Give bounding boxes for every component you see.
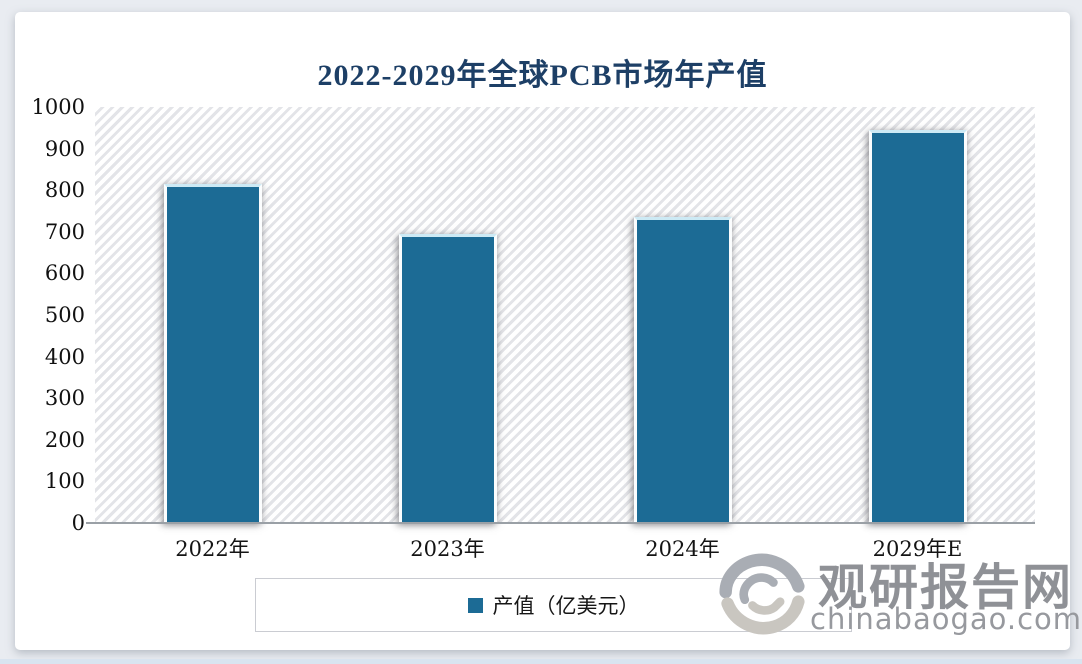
- y-tick-label: 0: [71, 511, 85, 535]
- y-tick-label: 800: [44, 178, 85, 203]
- y-tick-label: 900: [44, 136, 85, 161]
- y-axis-origin-tick: [86, 522, 95, 524]
- y-tick-label: 500: [44, 303, 85, 327]
- x-tick-label: 2023年: [410, 537, 485, 561]
- y-tick-label: 400: [44, 344, 85, 369]
- x-axis-line: [95, 522, 1035, 524]
- bar-2022年: [163, 183, 262, 523]
- y-tick-label: 200: [44, 427, 85, 452]
- bar-2029年E: [868, 129, 967, 523]
- y-tick-label: 600: [44, 261, 85, 286]
- legend-label: 产值（亿美元）: [492, 594, 640, 618]
- y-tick-label: 1000: [31, 95, 85, 119]
- bar-2024年: [633, 217, 732, 523]
- x-axis-labels: 2022年 2023年 2024年 2029年E: [95, 534, 1035, 564]
- y-axis: 0 100 200 300 400 500 600 700 800 900 1000: [15, 95, 85, 535]
- chart-title: 2022-2029年全球PCB市场年产值: [317, 59, 768, 92]
- x-tick-label: 2022年: [175, 537, 250, 561]
- y-tick-label: 700: [44, 219, 85, 244]
- legend-swatch-icon: [467, 597, 483, 613]
- y-tick-label: 100: [44, 469, 85, 494]
- x-tick-label: 2024年: [645, 537, 720, 561]
- plot-area: [95, 107, 1035, 523]
- y-tick-label: 300: [44, 386, 85, 411]
- legend: 产值（亿美元）: [255, 578, 852, 632]
- chart-card: 2022-2029年全球PCB市场年产值 0 100 200 300 400 500 600…: [15, 12, 1070, 650]
- x-tick-label: 2029年E: [872, 537, 963, 561]
- bar-2023年: [398, 233, 497, 523]
